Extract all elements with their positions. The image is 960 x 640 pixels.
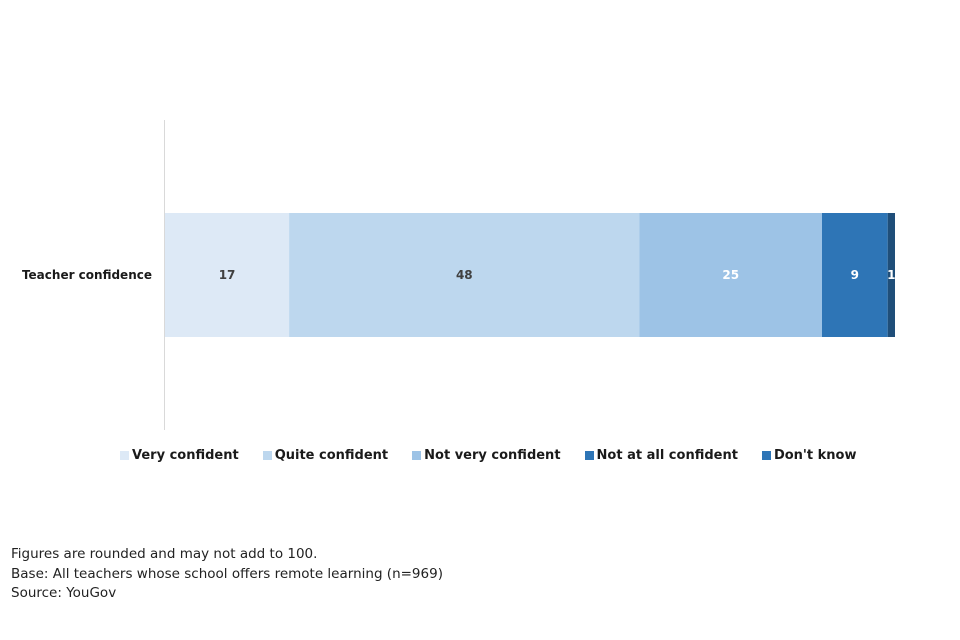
legend-swatch	[120, 451, 129, 460]
legend-item: Not very confident	[412, 448, 561, 463]
footnote-source: Source: YouGov	[11, 585, 117, 601]
legend-label: Very confident	[132, 448, 239, 463]
legend-label: Don't know	[773, 448, 857, 463]
legend-item: Not at all confident	[584, 448, 738, 463]
legend-swatch	[262, 451, 272, 460]
legend-label: Quite confident	[274, 448, 389, 463]
legend-label: Not at all confident	[596, 448, 738, 463]
data-label: 48	[456, 268, 473, 282]
data-label: 25	[722, 268, 739, 282]
legend-item: Quite confident	[262, 448, 389, 463]
legend-item: Don't know	[761, 448, 857, 463]
legend-label: Not very confident	[424, 448, 561, 463]
chart-footnotes: Figures are rounded and may not add to 1…	[11, 545, 443, 604]
data-label: 1	[887, 268, 895, 282]
data-label: 17	[219, 268, 236, 282]
bar-segment	[639, 213, 822, 337]
bar-segment	[887, 213, 895, 337]
bar-segment	[289, 213, 640, 337]
footnote-rounding: Figures are rounded and may not add to 1…	[11, 546, 318, 562]
footnote-base: Base: All teachers whose school offers r…	[11, 565, 443, 582]
category-label: Teacher confidence	[22, 268, 152, 282]
legend-swatch	[584, 451, 594, 460]
bar-segment	[822, 213, 888, 337]
data-label: 9	[851, 268, 859, 282]
chart-legend: Very confident Quite confident Not very co…	[120, 448, 880, 463]
bar-segment	[165, 213, 290, 337]
legend-swatch	[412, 451, 422, 460]
bar-segments	[165, 213, 895, 337]
legend-swatch	[761, 451, 771, 460]
legend-item: Very confident	[120, 448, 239, 463]
